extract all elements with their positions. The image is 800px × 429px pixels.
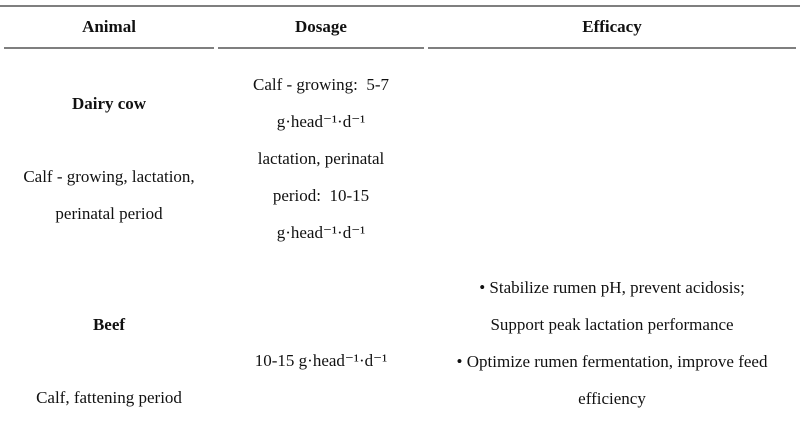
column-header-efficacy: Efficacy (428, 7, 796, 49)
header-row: Animal Dosage Efficacy (4, 7, 796, 49)
cell-dosage-dairy-cow: Calf - growing: 5-7 g·head⁻¹·d⁻¹ lactati… (253, 75, 389, 242)
cell-animal-dairy-cow: Dairy cow Calf - growing, lactation, per… (4, 49, 214, 270)
animal-detail-dairy-cow: Calf - growing, lactation, perinatal per… (23, 167, 195, 224)
animal-name-dairy-cow: Dairy cow (71, 93, 147, 113)
column-header-dosage: Dosage (218, 7, 424, 49)
animal-name-beef: Beef (92, 314, 126, 334)
cell-efficacy: • Stabilize rumen pH, prevent acidosis; … (456, 278, 768, 409)
column-header-animal: Animal (4, 7, 214, 49)
table-row-beef: Beef Calf, fattening period 10-15 g·head… (4, 270, 796, 429)
cell-dosage-beef: 10-15 g·head⁻¹·d⁻¹ (254, 351, 388, 371)
cell-animal-beef: Beef Calf, fattening period (4, 270, 214, 429)
animal-detail-beef: Calf, fattening period (36, 388, 182, 408)
dosage-efficacy-table: Animal Dosage Efficacy Dairy cow Calf - … (0, 5, 800, 429)
table-row-dairy-cow: Dairy cow Calf - growing, lactation, per… (4, 49, 796, 408)
